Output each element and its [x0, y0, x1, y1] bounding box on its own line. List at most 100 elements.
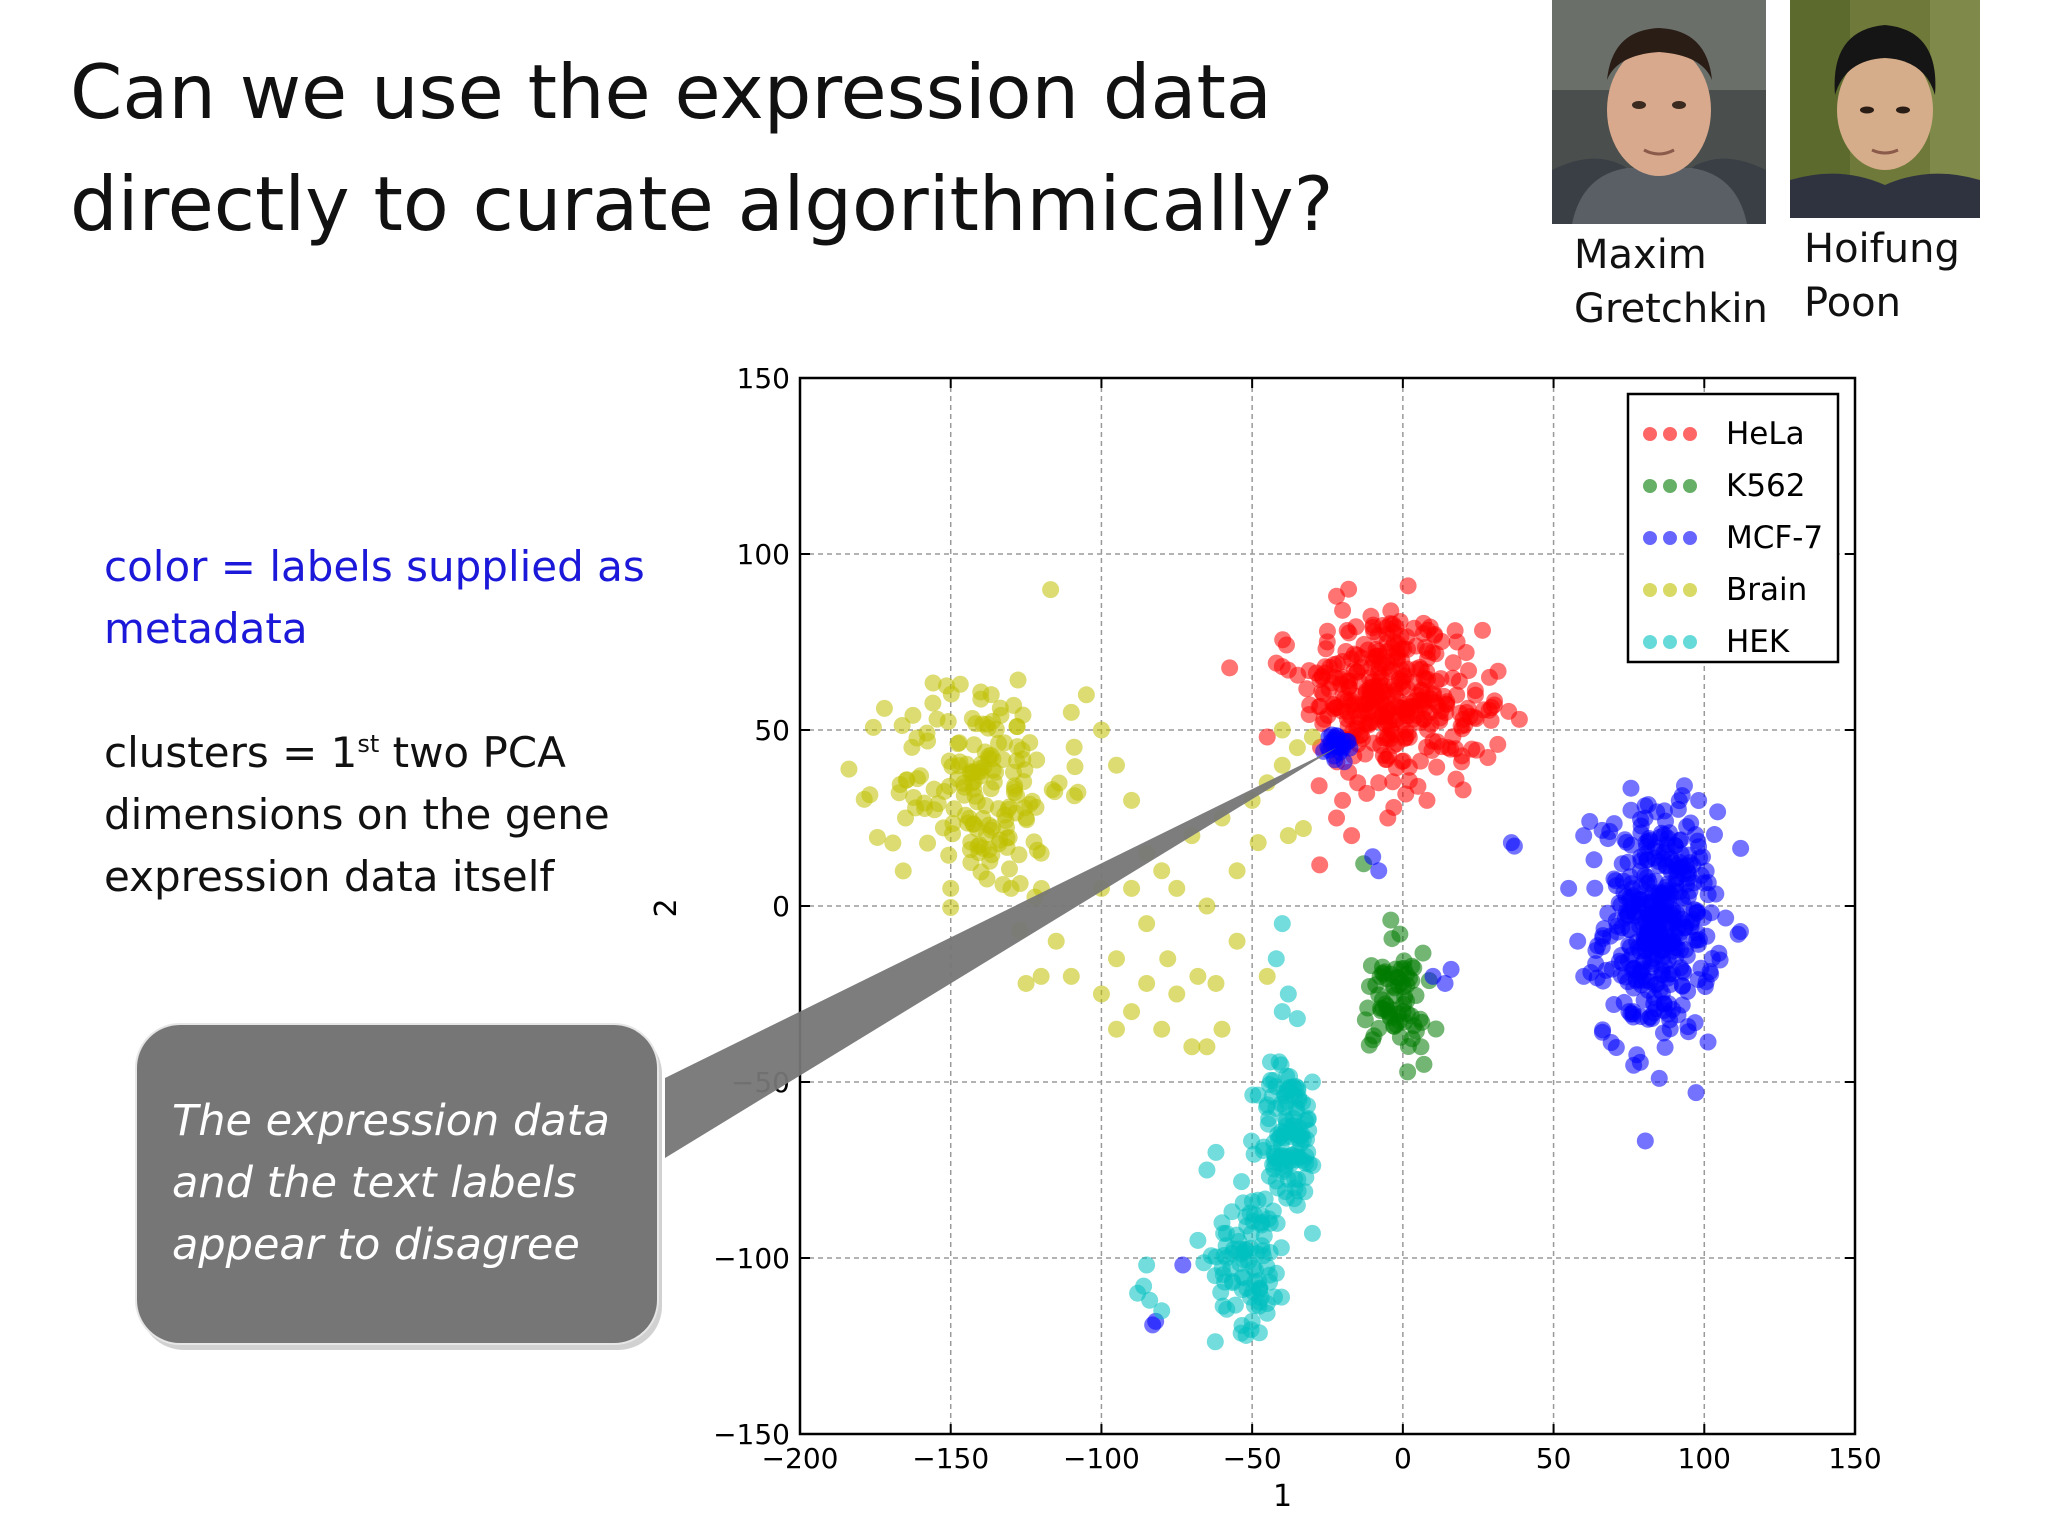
scatter-point: [951, 675, 969, 693]
scatter-point: [1008, 718, 1026, 736]
scatter-point: [1002, 879, 1020, 897]
scatter-point: [1641, 1008, 1659, 1026]
y-tick-label: 100: [737, 538, 790, 571]
scatter-point: [1206, 1267, 1224, 1285]
scatter-point: [1444, 654, 1462, 672]
scatter-point: [1699, 886, 1717, 904]
color-note: color = labels supplied as metadata: [104, 542, 645, 653]
scatter-point: [1687, 1084, 1705, 1102]
scatter-point: [1279, 661, 1297, 679]
scatter-point: [1273, 1288, 1291, 1306]
scatter-point: [1065, 738, 1083, 756]
scatter-point: [903, 738, 921, 756]
scatter-point: [1212, 1283, 1230, 1301]
scatter-point: [1017, 809, 1035, 827]
hoifung-first-name: Hoifung: [1804, 226, 1960, 272]
scatter-point: [1233, 1173, 1251, 1191]
scatter-point: [1586, 879, 1604, 897]
scatter-point: [984, 761, 1002, 779]
scatter-point: [1159, 950, 1177, 968]
scatter-point: [1416, 699, 1434, 717]
scatter-point: [1273, 721, 1291, 739]
legend-marker: [1643, 427, 1657, 441]
scatter-point: [1123, 879, 1141, 897]
scatter-point: [1258, 1258, 1276, 1276]
scatter-point: [1359, 999, 1377, 1017]
scatter-point: [1183, 1038, 1201, 1056]
scatter-point: [1328, 809, 1346, 827]
slide-title-line-2: directly to curate algorithmically?: [70, 160, 1334, 248]
scatter-point: [1397, 704, 1415, 722]
scatter-point: [1273, 1003, 1291, 1021]
scatter-point: [1032, 967, 1050, 985]
scatter-point: [1198, 1161, 1216, 1179]
scatter-point: [1027, 798, 1045, 816]
scatter-point: [1270, 1053, 1288, 1071]
scatter-point: [1273, 756, 1291, 774]
scatter-point: [1373, 958, 1391, 976]
legend-marker: [1663, 635, 1677, 649]
scatter-point: [1399, 577, 1417, 595]
scatter-point: [1288, 1196, 1306, 1214]
scatter-point: [940, 846, 958, 864]
scatter-point: [938, 677, 956, 695]
scatter-point: [1198, 1038, 1216, 1056]
slide-title: Can we use the expression data directly …: [70, 36, 1470, 260]
scatter-point: [1628, 963, 1646, 981]
scatter-point: [1679, 1018, 1697, 1036]
scatter-point: [1699, 874, 1717, 892]
scatter-point: [918, 724, 936, 742]
scatter-point: [1620, 1003, 1638, 1021]
scatter-point: [1338, 733, 1356, 751]
scatter-point: [1343, 827, 1361, 845]
scatter-point: [1297, 1168, 1315, 1186]
scatter-point: [1569, 932, 1587, 950]
scatter-point: [1637, 833, 1655, 851]
scatter-point: [992, 706, 1010, 724]
scatter-point: [1415, 1055, 1433, 1073]
scatter-point: [965, 780, 983, 798]
scatter-point: [1300, 706, 1318, 724]
series-brain: [840, 581, 1321, 1056]
scatter-point: [1372, 1002, 1390, 1020]
scatter-point: [968, 820, 986, 838]
scatter-point: [1153, 1020, 1171, 1038]
legend-marker: [1663, 583, 1677, 597]
legend-item-k562: K562: [1643, 468, 1806, 504]
scatter-point: [1439, 739, 1457, 757]
scatter-point: [934, 819, 952, 837]
scatter-point: [1405, 619, 1423, 637]
scatter-point: [1277, 1148, 1295, 1166]
scatter-point: [1656, 1038, 1674, 1056]
scatter-point: [1711, 951, 1729, 969]
scatter-point: [1261, 1273, 1279, 1291]
x-tick-label: 100: [1678, 1442, 1731, 1475]
scatter-point: [1575, 827, 1593, 845]
scatter-point: [1050, 774, 1068, 792]
scatter-point: [1047, 932, 1065, 950]
scatter-point: [864, 718, 882, 736]
legend-marker: [1643, 635, 1657, 649]
scatter-point: [1560, 879, 1578, 897]
scatter-point: [1174, 1256, 1192, 1274]
legend-marker: [1663, 531, 1677, 545]
scatter-point: [1228, 932, 1246, 950]
scatter-point: [1108, 1020, 1125, 1038]
scatter-point: [1278, 1093, 1296, 1111]
scatter-point: [1316, 664, 1334, 682]
scatter-point: [1348, 720, 1366, 738]
scatter-point: [1729, 925, 1747, 943]
scatter-point: [1243, 1312, 1261, 1330]
scatter-point: [1396, 730, 1414, 748]
scatter-point: [1678, 947, 1696, 965]
scatter-point: [1442, 960, 1460, 978]
scatter-point: [1238, 1217, 1256, 1235]
scatter-point: [1375, 729, 1393, 747]
scatter-point: [1641, 910, 1659, 928]
scatter-point: [1390, 670, 1408, 688]
scatter-point: [1310, 777, 1328, 795]
scatter-point: [1660, 995, 1678, 1013]
legend-item-hela: HeLa: [1643, 416, 1805, 452]
scatter-point: [1001, 860, 1019, 878]
